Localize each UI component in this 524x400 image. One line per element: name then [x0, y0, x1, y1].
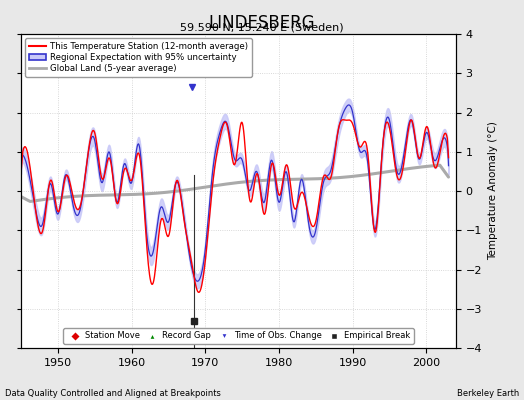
Text: Berkeley Earth: Berkeley Earth — [456, 389, 519, 398]
Text: Data Quality Controlled and Aligned at Breakpoints: Data Quality Controlled and Aligned at B… — [5, 389, 221, 398]
Legend: Station Move, Record Gap, Time of Obs. Change, Empirical Break: Station Move, Record Gap, Time of Obs. C… — [63, 328, 413, 344]
Text: LINDESBERG: LINDESBERG — [209, 14, 315, 32]
Y-axis label: Temperature Anomaly (°C): Temperature Anomaly (°C) — [488, 122, 498, 260]
Text: 59.590 N, 15.240 E (Sweden): 59.590 N, 15.240 E (Sweden) — [180, 22, 344, 32]
